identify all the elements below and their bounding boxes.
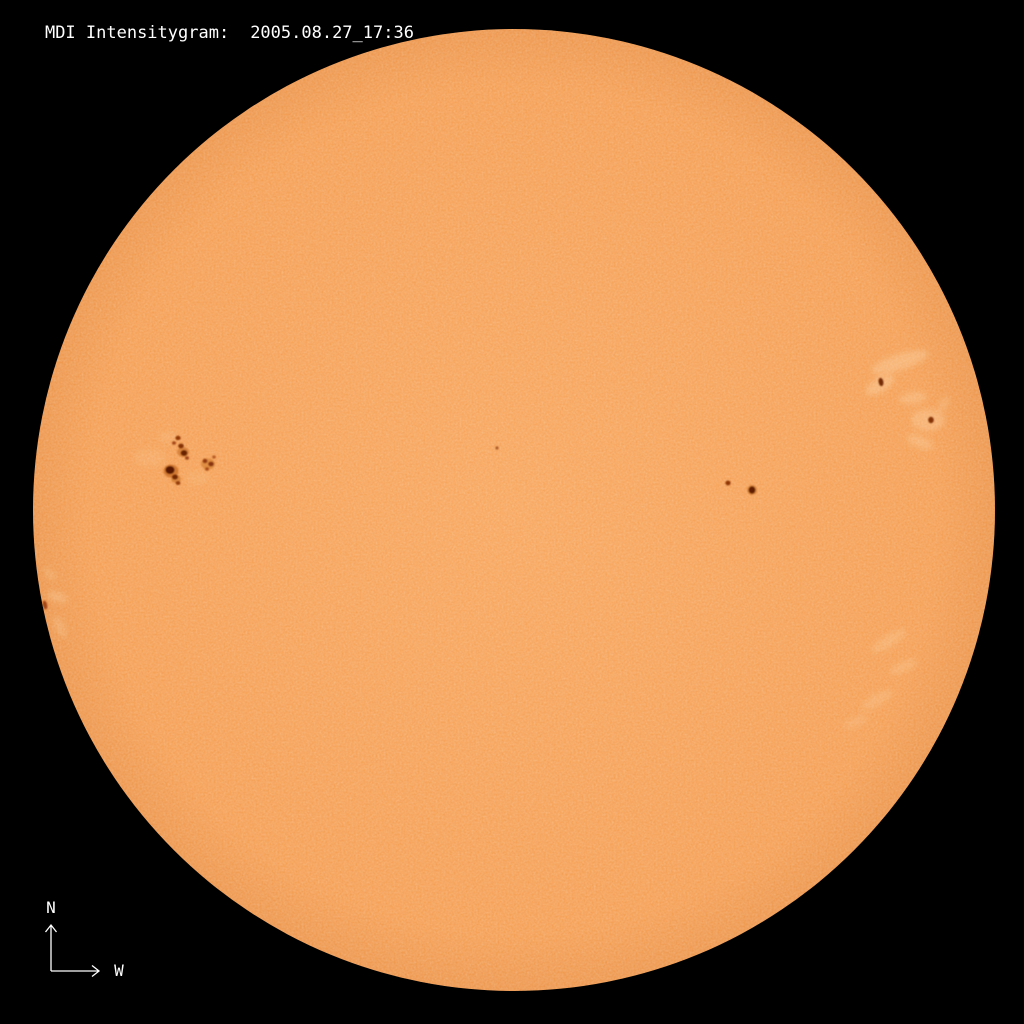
image-title: MDI Intensitygram: 2005.08.27_17:36 — [4, 3, 414, 63]
sunspot — [748, 486, 756, 494]
facula-bright-patch — [46, 591, 68, 603]
compass-north-arrow — [44, 923, 58, 971]
sunspot — [212, 455, 216, 459]
photosphere-grain-dark — [33, 29, 995, 991]
sunspot — [172, 441, 176, 445]
facula-bright-patch — [134, 449, 166, 467]
sunspots-layer — [42, 377, 934, 610]
facula-bright-patch — [158, 431, 178, 443]
facula-bright-patch — [899, 391, 927, 405]
facula-bright-patch — [186, 471, 210, 485]
sunspot — [208, 461, 214, 467]
sunspot — [495, 446, 499, 450]
sunspot — [878, 377, 884, 387]
facula-bright-patch — [871, 350, 929, 374]
sunspot — [205, 467, 209, 471]
sunspot — [185, 456, 189, 460]
sunspot — [202, 458, 208, 464]
sunspot — [42, 600, 48, 610]
facula-bright-patch — [906, 434, 934, 450]
facula-bright-patch — [938, 396, 950, 412]
observation-timestamp: 2005.08.27_17:36 — [250, 23, 414, 43]
facula-bright-patch — [889, 659, 917, 675]
sunspot — [165, 466, 175, 474]
sunspot — [180, 450, 188, 456]
facula-bright-patch — [53, 615, 67, 639]
instrument-label: MDI Intensitygram: — [44, 23, 230, 43]
compass-north-label: N — [46, 898, 56, 917]
compass-west-arrow — [51, 964, 101, 978]
sunspot — [172, 474, 178, 480]
sunspot — [175, 435, 181, 441]
faculae-layer — [44, 350, 950, 729]
facula-bright-patch — [911, 409, 945, 431]
facula-bright-patch — [843, 715, 869, 729]
sunspot — [928, 416, 934, 424]
facula-bright-patch — [861, 689, 893, 711]
sunspot — [178, 443, 184, 449]
facula-bright-patch — [871, 629, 907, 653]
facula-bright-patch — [44, 567, 56, 581]
compass-west-label: W — [114, 961, 124, 980]
sunspot — [175, 481, 181, 485]
sunspot — [725, 480, 731, 486]
compass-indicator: N W — [44, 898, 124, 980]
